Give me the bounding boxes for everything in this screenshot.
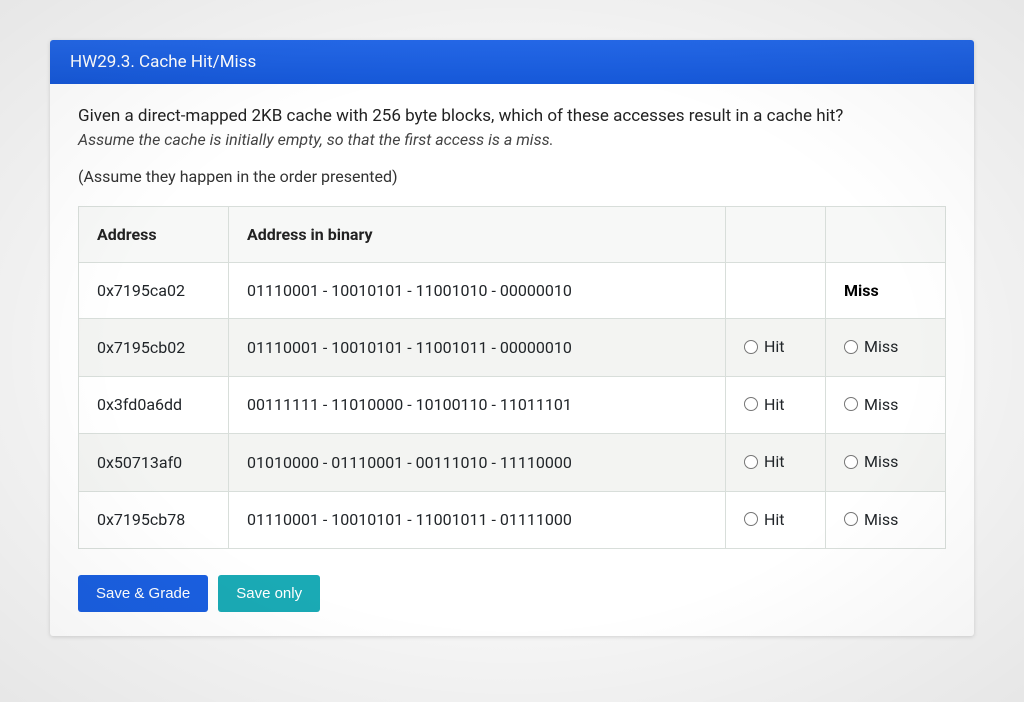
table-row: 0x7195cb02 01110001 - 10010101 - 1100101… xyxy=(79,319,946,377)
hit-option[interactable]: Hit xyxy=(744,395,785,414)
hit-label: Hit xyxy=(764,395,785,414)
cell-hit xyxy=(726,263,826,319)
hit-radio[interactable] xyxy=(744,455,758,469)
miss-option[interactable]: Miss xyxy=(844,337,898,356)
hit-radio[interactable] xyxy=(744,512,758,526)
table-row: 0x3fd0a6dd 00111111 - 11010000 - 1010011… xyxy=(79,376,946,434)
cell-hit: Hit xyxy=(726,376,826,434)
col-header-miss xyxy=(826,207,946,263)
question-note: (Assume they happen in the order present… xyxy=(78,167,946,186)
miss-radio[interactable] xyxy=(844,397,858,411)
cell-miss: Miss xyxy=(826,491,946,549)
miss-radio[interactable] xyxy=(844,340,858,354)
col-header-binary: Address in binary xyxy=(229,207,726,263)
question-card: HW29.3. Cache Hit/Miss Given a direct-ma… xyxy=(50,40,974,636)
cell-address: 0x7195cb78 xyxy=(79,491,229,549)
cell-miss: Miss xyxy=(826,376,946,434)
cell-hit: Hit xyxy=(726,434,826,492)
question-text: Given a direct-mapped 2KB cache with 256… xyxy=(78,106,946,126)
card-header: HW29.3. Cache Hit/Miss xyxy=(50,40,974,84)
col-header-address: Address xyxy=(79,207,229,263)
miss-option[interactable]: Miss xyxy=(844,452,898,471)
cell-binary: 01110001 - 10010101 - 11001011 - 0000001… xyxy=(229,319,726,377)
miss-label: Miss xyxy=(864,452,898,471)
hit-radio[interactable] xyxy=(744,397,758,411)
hit-label: Hit xyxy=(764,452,785,471)
hit-label: Hit xyxy=(764,510,785,529)
cell-binary: 01010000 - 01110001 - 00111010 - 1111000… xyxy=(229,434,726,492)
cell-binary: 01110001 - 10010101 - 11001011 - 0111100… xyxy=(229,491,726,549)
miss-radio[interactable] xyxy=(844,512,858,526)
cell-address: 0x3fd0a6dd xyxy=(79,376,229,434)
table-header-row: Address Address in binary xyxy=(79,207,946,263)
table-row: 0x50713af0 01010000 - 01110001 - 0011101… xyxy=(79,434,946,492)
miss-radio[interactable] xyxy=(844,455,858,469)
cell-address: 0x7195ca02 xyxy=(79,263,229,319)
cell-address: 0x7195cb02 xyxy=(79,319,229,377)
hit-option[interactable]: Hit xyxy=(744,337,785,356)
address-table: Address Address in binary 0x7195ca02 011… xyxy=(78,206,946,549)
col-header-hit xyxy=(726,207,826,263)
card-body: Given a direct-mapped 2KB cache with 256… xyxy=(50,84,974,636)
cell-hit: Hit xyxy=(726,319,826,377)
button-row: Save & Grade Save only xyxy=(78,575,946,612)
cell-miss: Miss xyxy=(826,434,946,492)
table-row: 0x7195cb78 01110001 - 10010101 - 1100101… xyxy=(79,491,946,549)
miss-option[interactable]: Miss xyxy=(844,510,898,529)
cell-hit: Hit xyxy=(726,491,826,549)
card-title: HW29.3. Cache Hit/Miss xyxy=(70,52,256,72)
cell-miss: Miss xyxy=(826,263,946,319)
hit-option[interactable]: Hit xyxy=(744,510,785,529)
question-assumption: Assume the cache is initially empty, so … xyxy=(78,130,946,149)
cell-address: 0x50713af0 xyxy=(79,434,229,492)
cell-binary: 00111111 - 11010000 - 10100110 - 1101110… xyxy=(229,376,726,434)
miss-option[interactable]: Miss xyxy=(844,395,898,414)
save-grade-button[interactable]: Save & Grade xyxy=(78,575,208,612)
miss-label: Miss xyxy=(864,395,898,414)
hit-radio[interactable] xyxy=(744,340,758,354)
cell-miss: Miss xyxy=(826,319,946,377)
table-row: 0x7195ca02 01110001 - 10010101 - 1100101… xyxy=(79,263,946,319)
hit-option[interactable]: Hit xyxy=(744,452,785,471)
miss-label: Miss xyxy=(864,337,898,356)
save-only-button[interactable]: Save only xyxy=(218,575,320,612)
first-miss-label: Miss xyxy=(844,281,879,300)
hit-label: Hit xyxy=(764,337,785,356)
miss-label: Miss xyxy=(864,510,898,529)
cell-binary: 01110001 - 10010101 - 11001010 - 0000001… xyxy=(229,263,726,319)
